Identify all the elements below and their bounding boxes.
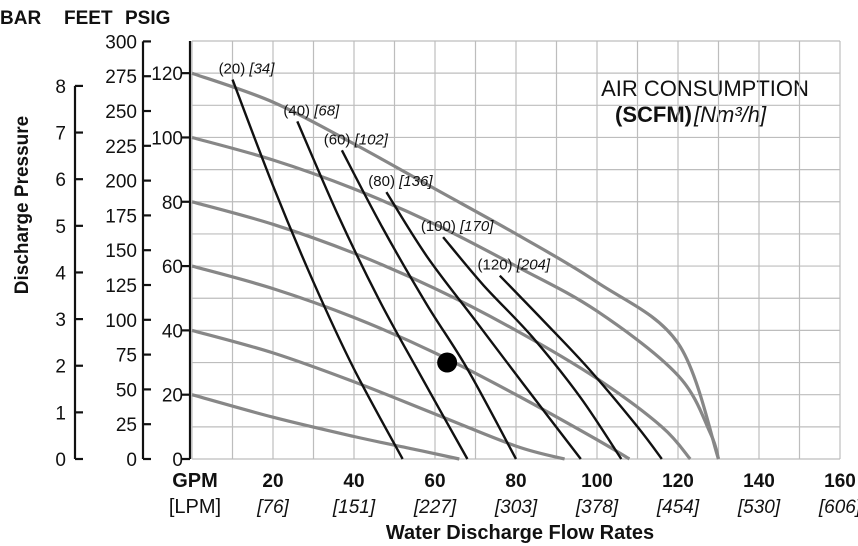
x-tick-label-lpm: [227] <box>413 497 457 518</box>
feet-tick-label: 150 <box>105 241 137 262</box>
chart-title-units: (SCFM) <box>615 102 692 127</box>
air-consumption-label: (60) [102] <box>324 131 389 148</box>
psig-tick-label: 0 <box>172 450 183 471</box>
air-consumption-label: (40) [68] <box>283 102 340 119</box>
air-consumption-label: (120) [204] <box>478 257 551 274</box>
bar-tick-label: 6 <box>55 170 66 191</box>
air-consumption-label: (80) [136] <box>368 173 433 190</box>
air-consumption-curve <box>296 120 469 460</box>
feet-tick-label: 125 <box>105 276 137 297</box>
bar-tick-label: 7 <box>55 124 66 145</box>
bar-tick-label: 3 <box>55 310 66 331</box>
feet-tick-label: 300 <box>105 32 137 53</box>
air-consumption-label: (20) [34] <box>219 61 276 78</box>
performance-curve <box>191 200 692 461</box>
bar-tick-label: 8 <box>55 77 66 98</box>
x-tick-label-gpm: 120 <box>662 471 694 492</box>
bar-axis-header: BAR <box>0 8 41 29</box>
x-tick-label-gpm: 20 <box>262 471 283 492</box>
psig-axis-header: PSIG <box>125 8 170 29</box>
bar-tick-label: 5 <box>55 217 66 238</box>
performance-curve <box>191 71 721 460</box>
x-tick-label-gpm: 60 <box>424 471 445 492</box>
psig-tick-label: 80 <box>162 193 183 214</box>
air-consumption-curve <box>385 191 582 460</box>
psig-tick-label: 100 <box>151 128 183 149</box>
performance-curve <box>191 264 631 461</box>
chart-title-units-metric: [Nm³/h] <box>693 102 767 127</box>
psig-tick-label: 20 <box>162 386 183 407</box>
performance-curve <box>191 135 721 460</box>
feet-tick-label: 225 <box>105 137 137 158</box>
x-tick-label-lpm: [151] <box>332 497 376 518</box>
operating-point-marker <box>437 352 458 373</box>
psig-tick-label: 120 <box>151 64 183 85</box>
bar-tick-label: 4 <box>55 263 66 284</box>
psig-tick-label: 60 <box>162 257 183 278</box>
air-consumption-curve <box>231 79 404 460</box>
psig-tick-label: 40 <box>162 321 183 342</box>
air-consumption-curve <box>442 236 623 460</box>
feet-tick-label: 200 <box>105 172 137 193</box>
feet-tick-label: 0 <box>126 450 137 471</box>
feet-tick-label: 100 <box>105 311 137 332</box>
x-tick-label-lpm: [530] <box>737 497 781 518</box>
feet-tick-label: 75 <box>116 346 137 367</box>
feet-tick-label: 175 <box>105 206 137 227</box>
x-tick-label-lpm: [454] <box>656 497 700 518</box>
performance-curve <box>191 393 460 461</box>
feet-tick-label: 250 <box>105 102 137 123</box>
feet-tick-label: 275 <box>105 67 137 88</box>
air-consumption-curve <box>498 274 663 460</box>
feet-axis-header: FEET <box>64 8 113 29</box>
x-tick-label-gpm: 160 <box>824 471 856 492</box>
air-consumption-label: (100) [170] <box>421 218 494 235</box>
chart-title: AIR CONSUMPTION <box>601 76 809 101</box>
x-tick-label-lpm: [76] <box>256 497 289 518</box>
air-consumption-curve <box>340 149 518 460</box>
performance-curve <box>191 328 566 461</box>
x-tick-label-lpm: [606] <box>818 497 858 518</box>
feet-tick-label: 50 <box>116 380 137 401</box>
y-axis-label: Discharge Pressure <box>12 116 33 295</box>
x-tick-label-lpm: [378] <box>575 497 619 518</box>
performance-curves <box>191 71 721 461</box>
x-tick-label-lpm: [303] <box>494 497 538 518</box>
x-tick-label-gpm: 100 <box>581 471 613 492</box>
x-unit-lpm: [LPM] <box>169 496 221 518</box>
x-axis-label: Water Discharge Flow Rates <box>386 522 654 544</box>
x-tick-label-gpm: 40 <box>343 471 364 492</box>
bar-tick-label: 0 <box>55 450 66 471</box>
x-tick-label-gpm: 80 <box>505 471 526 492</box>
bar-tick-label: 1 <box>55 403 66 424</box>
feet-tick-label: 25 <box>116 415 137 436</box>
tick-labels: 0204060801001200255075100125150175200225… <box>55 32 858 518</box>
air-consumption-curves: (20) [34] (40) [68] (60) [102] (80) [136] (1… <box>219 61 663 460</box>
bar-tick-label: 2 <box>55 357 66 378</box>
x-tick-label-gpm: 140 <box>743 471 775 492</box>
axes <box>73 40 192 461</box>
x-unit-gpm: GPM <box>172 470 218 492</box>
